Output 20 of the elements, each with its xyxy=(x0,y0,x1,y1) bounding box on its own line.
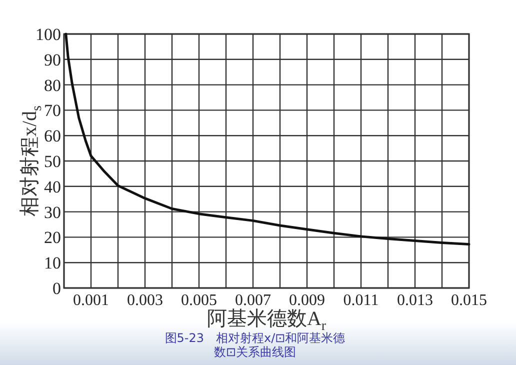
caption: 图5-23 相对射程x/⊡和阿基米德数⊡关系曲线图 xyxy=(164,331,346,359)
y-tick-label: 60 xyxy=(44,126,61,146)
y-tick-label: 40 xyxy=(44,177,61,196)
y-tick-label: 50 xyxy=(44,152,61,171)
y-tick-label: 90 xyxy=(44,50,61,70)
x-tick-label: 0.003 xyxy=(127,292,163,309)
x-tick-label: 0.005 xyxy=(181,292,217,309)
y-tick-label: 30 xyxy=(44,202,61,222)
x-tick-label: 0.001 xyxy=(73,292,109,309)
x-tick-label: 0.015 xyxy=(451,292,487,309)
y-tick-label: 0 xyxy=(52,279,61,298)
y-tick-label: 70 xyxy=(44,101,61,120)
x-tick-label: 0.011 xyxy=(343,292,379,309)
x-tick-label: 0.013 xyxy=(397,292,433,309)
y-tick-label: 80 xyxy=(44,76,61,95)
x-tick-label: 0.009 xyxy=(289,292,325,309)
x-tick-label: 0.007 xyxy=(235,292,271,309)
y-tick-label: 20 xyxy=(44,228,61,248)
y-tick-label: 10 xyxy=(44,254,61,273)
y-tick-label: 100 xyxy=(36,25,61,44)
